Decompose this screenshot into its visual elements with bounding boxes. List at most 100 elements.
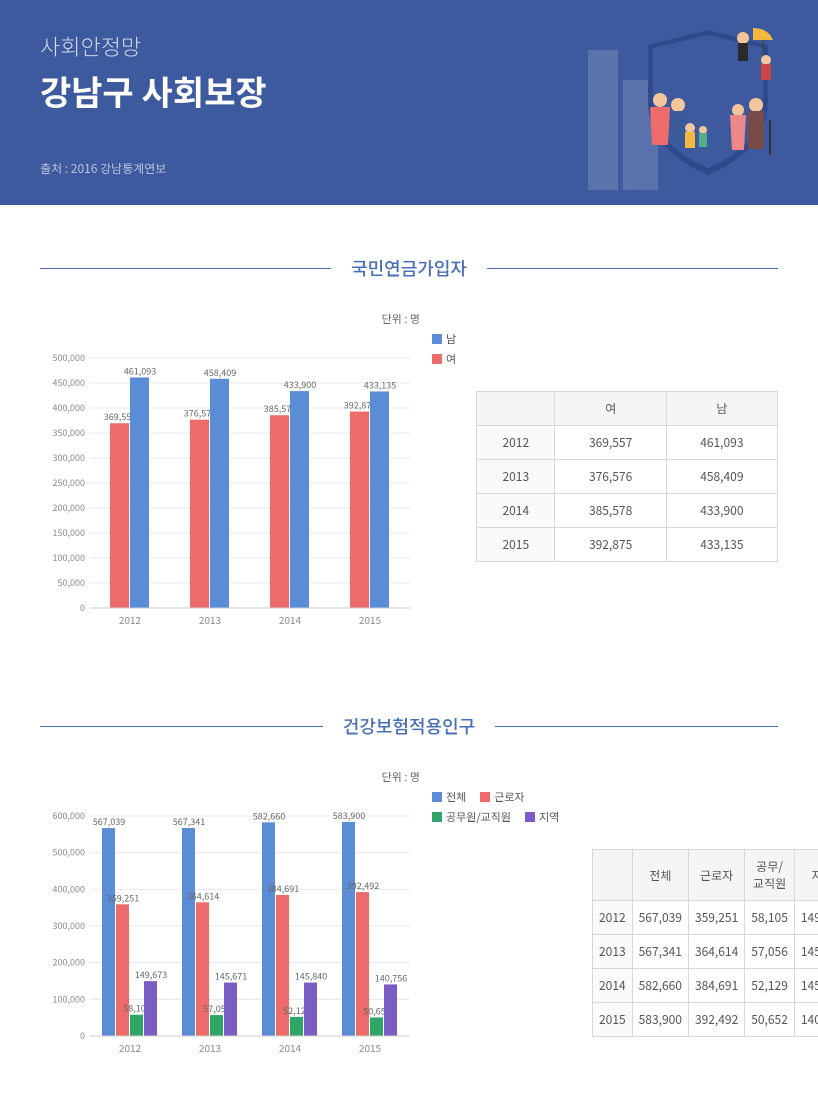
table-cell: 385,578 [555,494,666,528]
table-cell: 364,614 [688,935,744,969]
title-line-left [40,726,323,727]
table-row: 2013567,341364,61457,056145,671 [593,935,818,969]
table-cell: 2012 [477,426,555,460]
svg-text:583,900: 583,900 [333,809,365,822]
table-cell: 50,652 [745,1003,795,1037]
chart2-table-area: 전체근로자공무/교직원지역2012567,039359,25158,105149… [592,849,818,1037]
table-header [593,850,633,901]
legend-item: 남 [432,331,456,347]
legend-label: 지역 [539,809,559,825]
svg-text:433,135: 433,135 [364,378,396,391]
svg-text:100,000: 100,000 [53,992,85,1005]
svg-text:582,660: 582,660 [253,809,285,822]
svg-text:2012: 2012 [119,612,142,627]
svg-text:2013: 2013 [199,1040,221,1055]
svg-text:2013: 2013 [199,612,221,627]
legend-item: 여 [432,351,456,367]
table-cell: 384,691 [688,969,744,1003]
section-pension: 국민연금가입자 단위 : 명 050,000100,000150,000200,… [0,205,818,663]
legend-item: 공무원/교직원 [432,809,511,825]
legend-swatch [432,792,442,802]
table-header: 남 [666,392,777,426]
legend-item: 지역 [525,809,559,825]
svg-text:567,039: 567,039 [93,815,125,828]
svg-text:458,409: 458,409 [204,366,236,379]
title-line-right [487,268,778,269]
svg-text:250,000: 250,000 [53,476,85,489]
table-cell: 2012 [593,901,633,935]
svg-text:0: 0 [80,1029,85,1042]
table-cell: 359,251 [688,901,744,935]
chart1-table-area: 여남2012369,557461,0932013376,576458,40920… [476,391,778,562]
svg-text:461,093: 461,093 [124,364,156,377]
legend-swatch [525,812,535,822]
table-cell: 2015 [477,528,555,562]
chart2-table: 전체근로자공무/교직원지역2012567,039359,25158,105149… [592,849,818,1037]
table-header: 근로자 [688,850,744,901]
svg-text:600,000: 600,000 [53,809,85,822]
table-cell: 433,900 [666,494,777,528]
title-line-left [40,268,331,269]
legend-swatch [432,334,442,344]
table-cell: 58,105 [745,901,795,935]
table-cell: 2014 [593,969,633,1003]
svg-text:140,756: 140,756 [375,971,407,984]
svg-text:2012: 2012 [119,1040,142,1055]
title-line-right [495,726,778,727]
table-header [477,392,555,426]
table-cell: 2015 [593,1003,633,1037]
svg-text:2015: 2015 [359,612,382,627]
legend-label: 전체 [446,789,466,805]
table-cell: 369,557 [555,426,666,460]
table-cell: 567,039 [632,901,688,935]
table-cell: 433,135 [666,528,777,562]
table-row: 2012567,039359,25158,105149,673 [593,901,818,935]
svg-text:2014: 2014 [279,612,302,627]
table-cell: 149,673 [794,901,818,935]
legend-item: 전체 [432,789,466,805]
table-cell: 52,129 [745,969,795,1003]
svg-text:145,840: 145,840 [295,970,327,983]
legend-label: 근로자 [494,789,524,805]
chart1-legend: 남여 [432,331,456,367]
svg-text:100,000: 100,000 [53,551,85,564]
legend-swatch [480,792,490,802]
svg-text:359,251: 359,251 [107,891,139,904]
svg-text:50,000: 50,000 [58,576,85,589]
svg-text:200,000: 200,000 [53,501,85,514]
table-row: 2012369,557461,093 [477,426,778,460]
section-title: 건강보험적용인구 [323,713,495,739]
header-illustration [588,10,798,195]
svg-text:433,900: 433,900 [284,378,316,391]
table-cell: 461,093 [666,426,777,460]
legend-swatch [432,354,442,364]
table-row: 2014385,578433,900 [477,494,778,528]
svg-text:2014: 2014 [279,1040,302,1055]
page-header: 사회안정망 강남구 사회보장 출처 : 2016 강남통계연보 [0,0,818,205]
svg-text:400,000: 400,000 [53,401,85,414]
table-cell: 392,492 [688,1003,744,1037]
table-cell: 2013 [593,935,633,969]
chart1-svg: 050,000100,000150,000200,000250,000300,0… [40,333,420,633]
section-health: 건강보험적용인구 단위 : 명 0100,000200,000300,00040… [0,663,818,1091]
svg-text:149,673: 149,673 [135,968,167,981]
table-cell: 567,341 [632,935,688,969]
svg-text:400,000: 400,000 [53,882,85,895]
svg-text:200,000: 200,000 [53,956,85,969]
table-cell: 582,660 [632,969,688,1003]
svg-text:500,000: 500,000 [53,846,85,859]
table-cell: 458,409 [666,460,777,494]
svg-text:0: 0 [80,601,85,614]
svg-text:2015: 2015 [359,1040,382,1055]
chart1-unit: 단위 : 명 [40,311,420,327]
table-cell: 145,671 [794,935,818,969]
legend-item: 근로자 [480,789,524,805]
svg-text:364,614: 364,614 [187,889,219,902]
table-cell: 140,756 [794,1003,818,1037]
table-cell: 2014 [477,494,555,528]
svg-text:392,492: 392,492 [347,879,379,892]
chart2-area: 단위 : 명 0100,000200,000300,000400,000500,… [40,769,572,1061]
chart2-legend: 전체 근로자공무원/교직원 지역 [432,789,572,825]
svg-text:384,691: 384,691 [267,882,299,895]
chart2-unit: 단위 : 명 [40,769,420,785]
